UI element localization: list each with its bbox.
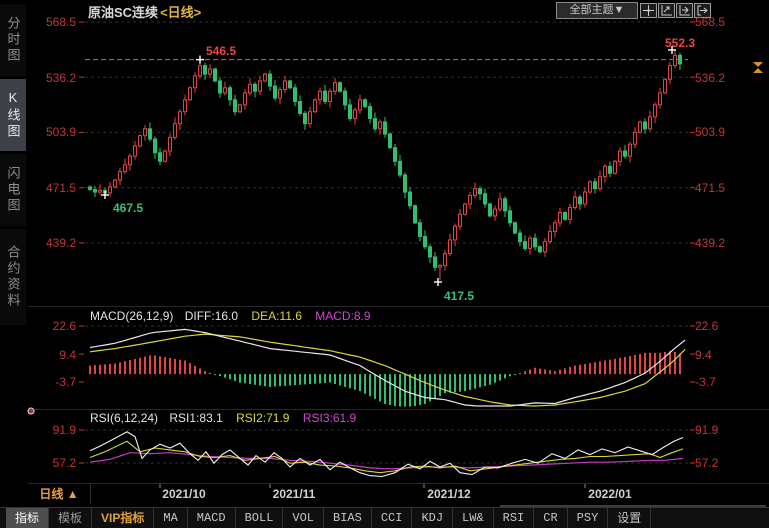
period-selector[interactable]: 日线 ▲: [28, 484, 91, 504]
rsi-axis-label: 57.2: [695, 456, 719, 470]
zoom-axis-icon[interactable]: [658, 3, 675, 18]
sidebar-tab-kline-chart[interactable]: K线图: [0, 79, 26, 151]
toolbar-item-boll[interactable]: BOLL: [236, 508, 284, 528]
sidebar-tab-time-chart[interactable]: 分时图: [0, 4, 26, 76]
rsi-axis-label: 57.2: [52, 456, 76, 470]
macd-dea-value: DEA:11.6: [251, 309, 302, 323]
toolbar-item-rsi[interactable]: RSI: [494, 508, 535, 528]
macd-layer: [89, 328, 686, 407]
x-axis-date: 2021/12: [427, 487, 471, 501]
toolbar-item-bias[interactable]: BIAS: [324, 508, 372, 528]
macd-diff-value: DIFF:16.0: [184, 309, 239, 323]
x-axis-date: 2022/01: [588, 487, 632, 501]
symbol-name: 原油SC连续: [88, 5, 159, 20]
macd-axis-label: 22.6: [695, 319, 719, 333]
pan-axis-icon[interactable]: [676, 3, 693, 18]
chart-title: 原油SC连续 <日线>: [88, 2, 201, 21]
indicator-toolbar: 指标 模板 VIP指标 MA MACD BOLL VOL BIAS CCI KD…: [0, 507, 769, 528]
annotation-low-sep: 467.5: [113, 201, 144, 215]
exit-chart-icon[interactable]: [694, 3, 711, 18]
toolbar-item-psy[interactable]: PSY: [568, 508, 609, 528]
rsi-layer: [89, 431, 684, 478]
y-axis-label: 568.5: [695, 15, 726, 29]
toolbar-item-cci[interactable]: CCI: [372, 508, 413, 528]
grid-layer: [0, 21, 769, 528]
triangle-up-icon: ▲: [66, 487, 79, 501]
y-axis-label: 439.2: [45, 236, 76, 250]
macd-axis-label: -3.7: [695, 375, 716, 389]
axis-marker-icon: [753, 62, 763, 73]
toolbar-item-vip-indicator[interactable]: VIP指标: [92, 508, 155, 528]
macd-macd-value: MACD:8.9: [315, 309, 371, 323]
toolbar-item-settings[interactable]: 设置: [608, 508, 652, 528]
theme-dropdown-button[interactable]: 全部主题▼: [556, 2, 638, 19]
rsi-axis-label: 91.9: [695, 423, 719, 437]
panel-handle-icon[interactable]: [27, 407, 35, 415]
rsi2-value: RSI2:71.9: [236, 411, 290, 425]
sidebar-tab-lightning-chart[interactable]: 闪电图: [0, 154, 26, 226]
toolbar-item-lwr[interactable]: LW&: [453, 508, 494, 528]
toolbar-item-ma[interactable]: MA: [154, 508, 188, 528]
x-axis-date: 2021/11: [272, 487, 316, 501]
y-axis-label: 471.5: [45, 181, 76, 195]
annotation-high-jan: 552.3: [665, 36, 696, 50]
period-tag: <日线>: [160, 5, 202, 20]
y-axis-label: 536.2: [45, 71, 76, 85]
macd-readout: MACD(26,12,9) DIFF:16.0 DEA:11.6 MACD:8.…: [90, 309, 371, 323]
rsi1-value: RSI1:83.1: [169, 411, 223, 425]
rsi-readout: RSI(6,12,24) RSI1:83.1 RSI2:71.9 RSI3:61…: [90, 411, 356, 425]
y-axis-label: 568.5: [45, 15, 76, 29]
annotation-high-oct: 546.5: [206, 44, 237, 58]
toolbar-item-cr[interactable]: CR: [534, 508, 568, 528]
macd-axis-label: -3.7: [55, 375, 76, 389]
y-axis-label: 503.9: [45, 125, 76, 139]
toolbar-item-vol[interactable]: VOL: [283, 508, 325, 528]
y-axis-label: 471.5: [695, 181, 726, 195]
rsi-params-label: RSI(6,12,24): [90, 411, 159, 425]
macd-axis-label: 9.4: [59, 348, 76, 362]
rsi-axis-label: 91.9: [52, 423, 76, 437]
toolbar-item-indicator[interactable]: 指标: [6, 508, 50, 528]
sidebar-tab-contract-info[interactable]: 合约资料: [0, 229, 26, 325]
toolbar-item-kdj[interactable]: KDJ: [412, 508, 454, 528]
macd-axis-label: 9.4: [695, 348, 712, 362]
macd-axis-label: 22.6: [52, 319, 76, 333]
candles-layer: [88, 49, 682, 281]
toolbar-item-template[interactable]: 模板: [49, 508, 93, 528]
x-axis-date: 2021/10: [162, 487, 206, 501]
annotation-low-dec: 417.5: [444, 289, 475, 303]
annotation-layer: [101, 46, 676, 286]
y-axis-label: 536.2: [695, 71, 726, 85]
macd-params-label: MACD(26,12,9): [90, 309, 174, 323]
period-label: 日线: [39, 487, 64, 501]
y-axis-label: 439.2: [695, 236, 726, 250]
rsi3-value: RSI3:61.9: [302, 411, 357, 425]
y-axis-label: 503.9: [695, 125, 726, 139]
toolbar-item-macd[interactable]: MACD: [188, 508, 236, 528]
crosshair-icon[interactable]: [640, 3, 657, 18]
